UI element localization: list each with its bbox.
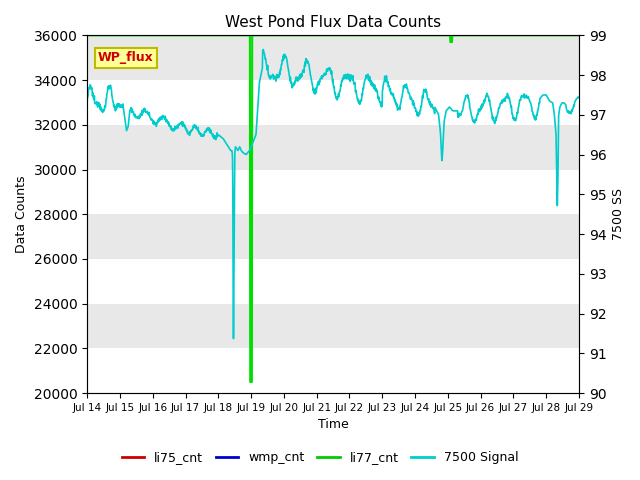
li77_cnt: [311, 33, 319, 38]
li77_cnt: [122, 33, 129, 38]
li77_cnt: [83, 33, 91, 38]
Bar: [87, 80, 579, 125]
Y-axis label: Data Counts: Data Counts: [15, 176, 28, 253]
7500 Signal: [364, 73, 371, 79]
7500 Signal: [292, 74, 300, 80]
7500 Signal: [122, 119, 129, 124]
Title: West Pond Flux Data Counts: West Pond Flux Data Counts: [225, 15, 441, 30]
Text: WP_flux: WP_flux: [98, 51, 154, 64]
7500 Signal: [141, 107, 149, 113]
Bar: [87, 169, 579, 214]
li77_cnt: [246, 379, 254, 385]
X-axis label: Time: Time: [317, 419, 348, 432]
7500 Signal: [575, 94, 583, 100]
li77_cnt: [575, 33, 583, 38]
Line: li77_cnt: li77_cnt: [87, 36, 579, 382]
7500 Signal: [312, 91, 319, 96]
Line: 7500 Signal: 7500 Signal: [87, 49, 579, 338]
7500 Signal: [83, 98, 91, 104]
li77_cnt: [303, 33, 310, 38]
Bar: [87, 259, 579, 304]
7500 Signal: [230, 336, 237, 341]
7500 Signal: [303, 60, 310, 66]
Y-axis label: 7500 SS: 7500 SS: [612, 188, 625, 240]
7500 Signal: [259, 47, 267, 52]
li77_cnt: [364, 33, 371, 38]
Bar: [87, 348, 579, 393]
li77_cnt: [292, 33, 300, 38]
Legend: li75_cnt, wmp_cnt, li77_cnt, 7500 Signal: li75_cnt, wmp_cnt, li77_cnt, 7500 Signal: [117, 446, 523, 469]
li77_cnt: [141, 33, 149, 38]
